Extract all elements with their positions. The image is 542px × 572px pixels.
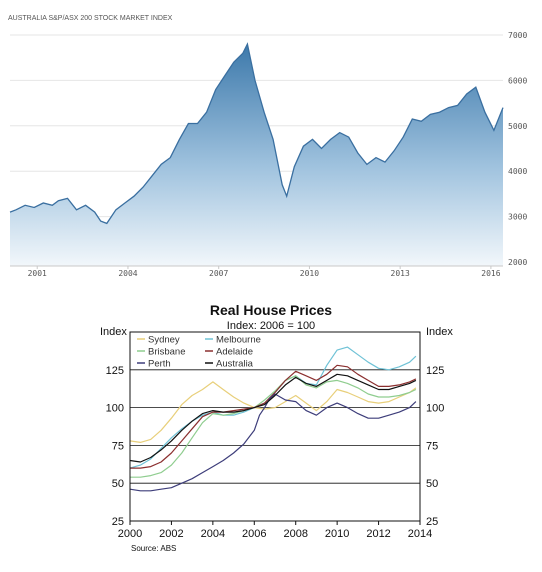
x-tick-label: 2013 xyxy=(391,269,410,278)
y-tick-label-right: 100 xyxy=(426,403,444,415)
x-tick-labels: 2001 2004 2007 2010 2013 2016 xyxy=(28,266,501,278)
chart-subtitle: Index: 2006 = 100 xyxy=(227,320,315,332)
right-axis-unit: Index xyxy=(426,326,453,338)
y-tick-label-left: 25 xyxy=(112,516,124,528)
series-line-australia xyxy=(129,373,417,463)
left-axis-unit: Index xyxy=(100,326,127,338)
legend-label-brisbane: Brisbane xyxy=(148,347,186,358)
chart-title: AUSTRALIA S&P/ASX 200 STOCK MARKET INDEX xyxy=(8,15,173,22)
y-tick-label-right: 25 xyxy=(426,516,438,528)
legend: Sydney Melbourne Brisbane Adelaide Perth Aust… xyxy=(137,335,261,370)
x-tick-label: 2010 xyxy=(325,528,349,540)
legend-label-australia: Australia xyxy=(216,359,254,370)
series-line-brisbane xyxy=(130,375,417,478)
x-tick-label: 2001 xyxy=(28,269,47,278)
series-line-adelaide xyxy=(130,364,417,469)
right-tick-labels: 25 50 75 100 125 xyxy=(426,365,444,528)
x-tick-label: 2016 xyxy=(481,269,500,278)
index-area-fill xyxy=(10,44,503,266)
y-tick-label-right: 75 xyxy=(426,440,438,452)
gridlines xyxy=(130,369,420,484)
y-tick-label-left: 75 xyxy=(112,440,124,452)
legend-label-melbourne: Melbourne xyxy=(216,335,261,346)
x-tick-label: 2010 xyxy=(300,269,319,278)
x-tick-label: 2007 xyxy=(209,269,228,278)
source-note: Source: ABS xyxy=(131,544,176,553)
y-tick-label: 2000 xyxy=(508,258,527,267)
left-tick-labels: 25 50 75 100 125 xyxy=(106,365,124,528)
series-line-sydney xyxy=(129,381,417,443)
plot-area xyxy=(9,42,504,266)
stock-index-chart: AUSTRALIA S&P/ASX 200 STOCK MARKET INDEX… xyxy=(8,15,527,278)
legend-label-perth: Perth xyxy=(148,359,171,370)
plot-frame xyxy=(129,331,421,522)
y-tick-label: 3000 xyxy=(508,213,527,222)
series-lines xyxy=(129,346,417,492)
index-series-line xyxy=(9,42,504,225)
x-tick-label: 2006 xyxy=(242,528,266,540)
x-tick-label: 2004 xyxy=(201,528,225,540)
y-tick-label: 7000 xyxy=(508,31,527,40)
series-line-perth xyxy=(129,393,417,492)
x-tick-label: 2002 xyxy=(159,528,183,540)
x-tick-label: 2008 xyxy=(283,528,307,540)
legend-label-adelaide: Adelaide xyxy=(216,347,253,358)
y-tick-label: 4000 xyxy=(508,167,527,176)
x-tick-label: 2014 xyxy=(408,528,432,540)
x-tick-labels: 2000 2002 2004 2006 2008 2010 2012 2014 xyxy=(118,521,432,540)
y-tick-label-left: 100 xyxy=(106,403,124,415)
y-tick-label-right: 125 xyxy=(426,365,444,377)
y-tick-label: 5000 xyxy=(508,122,527,131)
x-tick-label: 2000 xyxy=(118,528,142,540)
y-tick-labels: 2000 3000 4000 5000 6000 7000 xyxy=(508,31,527,267)
chart-title: Real House Prices xyxy=(210,302,332,318)
x-tick-label: 2004 xyxy=(118,269,137,278)
legend-label-sydney: Sydney xyxy=(148,335,180,346)
y-tick-label-left: 50 xyxy=(112,478,124,490)
y-tick-label: 6000 xyxy=(508,76,527,85)
y-tick-label-right: 50 xyxy=(426,478,438,490)
y-tick-label-left: 125 xyxy=(106,365,124,377)
house-prices-chart: Real House Prices Index: 2006 = 100 Inde… xyxy=(100,302,453,553)
x-tick-label: 2012 xyxy=(366,528,390,540)
